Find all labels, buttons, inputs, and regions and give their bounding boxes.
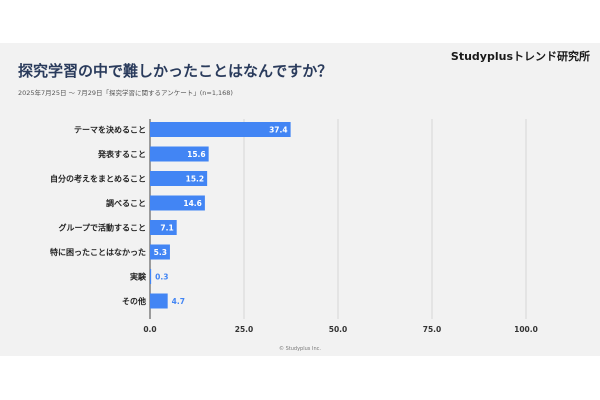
- bar: [150, 269, 152, 284]
- bar: [150, 171, 208, 186]
- category-label: 特に困ったことはなかった: [50, 247, 146, 257]
- data-label: 15.6: [187, 150, 206, 159]
- bar: [150, 293, 168, 309]
- bar: [150, 195, 205, 211]
- bar-chart: 0.0 25.0 50.0 75.0 100.0 テーマを決めること 37.4 発表すること 1…: [50, 119, 538, 334]
- x-tick-label: 50.0: [329, 325, 348, 334]
- x-tick-label: 75.0: [423, 325, 442, 334]
- data-label: 4.7: [172, 297, 185, 306]
- category-label: 調べること: [106, 198, 146, 208]
- chart-title: 探究学習の中で難しかったことはなんですか？: [18, 62, 333, 80]
- data-label: 37.4: [269, 126, 288, 135]
- category-label: 自分の考えをまとめること: [50, 174, 146, 184]
- category-label: その他: [122, 296, 146, 306]
- slide-panel: Studyplusトレンド研究所 探究学習の中で難しかったことはなんですか？ 2…: [0, 43, 600, 356]
- x-tick-label: 0.0: [143, 325, 156, 334]
- copyright: © Studyplus Inc.: [279, 346, 321, 352]
- data-label: 5.3: [154, 248, 167, 257]
- data-label: 14.6: [183, 199, 202, 208]
- data-label: 0.3: [155, 273, 168, 282]
- data-label: 7.1: [160, 224, 173, 233]
- x-tick-label: 25.0: [235, 325, 254, 334]
- brand-name: Studyplusトレンド研究所: [450, 50, 590, 63]
- data-label: 15.2: [186, 175, 205, 184]
- category-label: グループで活動すること: [58, 223, 146, 233]
- bar: [150, 244, 170, 260]
- category-label: 実験: [130, 272, 147, 282]
- chart-subtitle: 2025年7月25日 ～ 7月29日「探究学習に関するアンケート」(n=1,16…: [18, 89, 233, 97]
- bar: [150, 122, 291, 137]
- category-label: 発表すること: [97, 149, 146, 159]
- x-tick-label: 100.0: [514, 325, 538, 334]
- bar: [150, 220, 177, 235]
- bar: [150, 146, 209, 162]
- category-label: テーマを決めること: [74, 125, 146, 135]
